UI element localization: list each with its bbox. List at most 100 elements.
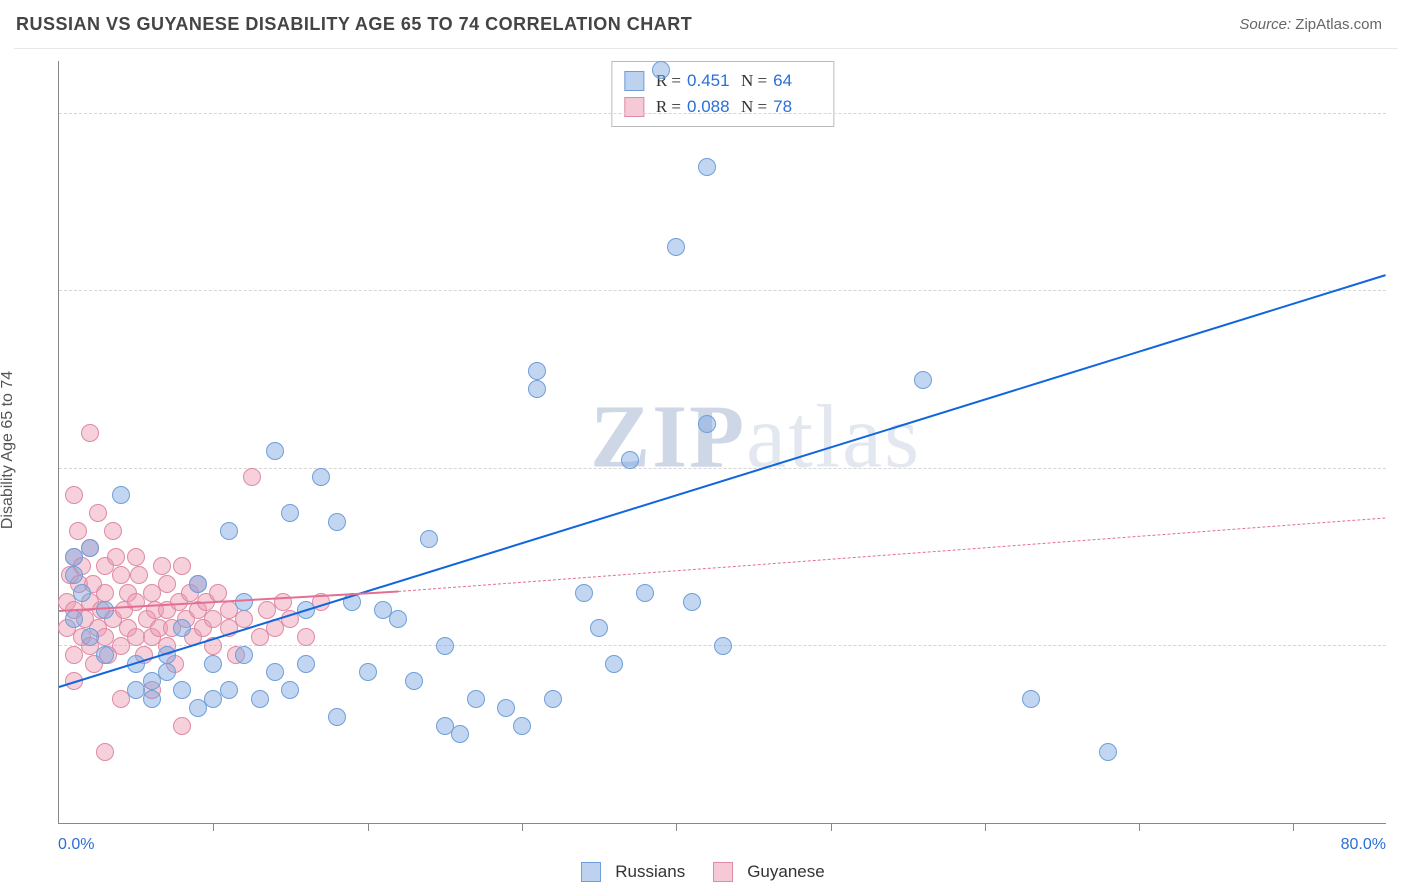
- scatter-point-series1: [405, 672, 423, 690]
- x-tick: [213, 823, 214, 831]
- scatter-point-series1: [281, 504, 299, 522]
- x-tick: [1139, 823, 1140, 831]
- scatter-point-series2: [153, 557, 171, 575]
- scatter-point-series1: [528, 362, 546, 380]
- scatter-point-series1: [683, 593, 701, 611]
- scatter-point-series1: [389, 610, 407, 628]
- scatter-point-series1: [328, 708, 346, 726]
- scatter-point-series2: [81, 424, 99, 442]
- scatter-point-series1: [251, 690, 269, 708]
- scatter-point-series1: [173, 619, 191, 637]
- scatter-point-series2: [173, 717, 191, 735]
- y-tick-label: 20.0%: [1394, 619, 1406, 637]
- scatter-point-series2: [158, 575, 176, 593]
- stats-N-series1: 64: [773, 68, 821, 94]
- scatter-point-series1: [297, 655, 315, 673]
- scatter-point-series1: [266, 663, 284, 681]
- scatter-point-series2: [104, 522, 122, 540]
- scatter-point-series2: [89, 504, 107, 522]
- scatter-point-series1: [235, 646, 253, 664]
- plot-area: ZIPatlas R = 0.451 N = 64 R = 0.088 N = …: [58, 61, 1386, 824]
- scatter-point-series2: [130, 566, 148, 584]
- scatter-point-series2: [69, 522, 87, 540]
- scatter-point-series1: [605, 655, 623, 673]
- stats-label-R: R =: [656, 94, 681, 120]
- scatter-point-series1: [636, 584, 654, 602]
- legend-swatch-series2: [713, 862, 733, 882]
- legend-swatch-series1: [581, 862, 601, 882]
- scatter-point-series1: [513, 717, 531, 735]
- scatter-point-series1: [1022, 690, 1040, 708]
- x-axis-label-max: 80.0%: [1341, 836, 1386, 854]
- scatter-point-series2: [274, 593, 292, 611]
- scatter-point-series1: [590, 619, 608, 637]
- scatter-point-series1: [220, 522, 238, 540]
- y-tick-label: 60.0%: [1394, 264, 1406, 282]
- x-tick: [676, 823, 677, 831]
- watermark: ZIPatlas: [590, 385, 921, 488]
- legend-item-series1: Russians: [581, 862, 685, 882]
- x-axis-label-min: 0.0%: [58, 836, 94, 854]
- scatter-point-series1: [96, 601, 114, 619]
- x-tick: [522, 823, 523, 831]
- scatter-point-series1: [1099, 743, 1117, 761]
- legend-label-series2: Guyanese: [747, 862, 825, 882]
- stats-R-series1: 0.451: [687, 68, 735, 94]
- scatter-point-series1: [81, 628, 99, 646]
- scatter-point-series1: [65, 610, 83, 628]
- scatter-point-series2: [209, 584, 227, 602]
- scatter-point-series1: [698, 158, 716, 176]
- source-prefix: Source:: [1239, 16, 1295, 33]
- scatter-point-series2: [65, 486, 83, 504]
- y-tick-label: 80.0%: [1394, 87, 1406, 105]
- stats-N-series2: 78: [773, 94, 821, 120]
- scatter-point-series1: [451, 725, 469, 743]
- stats-R-series2: 0.088: [687, 94, 735, 120]
- scatter-point-series2: [112, 566, 130, 584]
- stats-label-N: N =: [741, 68, 767, 94]
- watermark-rest: atlas: [746, 387, 921, 486]
- stats-row-series2: R = 0.088 N = 78: [624, 94, 821, 120]
- stats-box: R = 0.451 N = 64 R = 0.088 N = 78: [611, 61, 834, 127]
- scatter-point-series2: [173, 557, 191, 575]
- scatter-point-series1: [575, 584, 593, 602]
- scatter-point-series1: [497, 699, 515, 717]
- scatter-point-series1: [266, 442, 284, 460]
- scatter-point-series1: [914, 371, 932, 389]
- scatter-point-series1: [173, 681, 191, 699]
- scatter-point-series1: [81, 539, 99, 557]
- watermark-strong: ZIP: [590, 387, 746, 486]
- scatter-point-series1: [112, 486, 130, 504]
- scatter-point-series2: [96, 584, 114, 602]
- gridline: [59, 290, 1386, 291]
- scatter-point-series1: [544, 690, 562, 708]
- gridline: [59, 113, 1386, 114]
- scatter-point-series1: [436, 637, 454, 655]
- scatter-point-series1: [328, 513, 346, 531]
- scatter-point-series1: [528, 380, 546, 398]
- scatter-point-series2: [127, 548, 145, 566]
- scatter-point-series2: [107, 548, 125, 566]
- chart-header: RUSSIAN VS GUYANESE DISABILITY AGE 65 TO…: [0, 0, 1406, 48]
- scatter-point-series1: [312, 468, 330, 486]
- scatter-point-series1: [420, 530, 438, 548]
- x-tick: [831, 823, 832, 831]
- scatter-point-series1: [96, 646, 114, 664]
- scatter-point-series1: [667, 238, 685, 256]
- y-tick-label: 40.0%: [1394, 442, 1406, 460]
- plot-container: Disability Age 65 to 74 ZIPatlas R = 0.4…: [14, 48, 1398, 850]
- scatter-point-series1: [204, 655, 222, 673]
- chart-title: RUSSIAN VS GUYANESE DISABILITY AGE 65 TO…: [16, 14, 692, 35]
- source-attribution: Source: ZipAtlas.com: [1239, 16, 1382, 33]
- x-tick: [985, 823, 986, 831]
- scatter-point-series2: [297, 628, 315, 646]
- gridline: [59, 468, 1386, 469]
- scatter-point-series1: [714, 637, 732, 655]
- scatter-point-series1: [65, 566, 83, 584]
- scatter-point-series2: [96, 743, 114, 761]
- trend-line-series2-extrapolated: [398, 517, 1386, 592]
- stats-label-N: N =: [741, 94, 767, 120]
- scatter-point-series1: [621, 451, 639, 469]
- scatter-point-series1: [281, 681, 299, 699]
- x-tick: [1293, 823, 1294, 831]
